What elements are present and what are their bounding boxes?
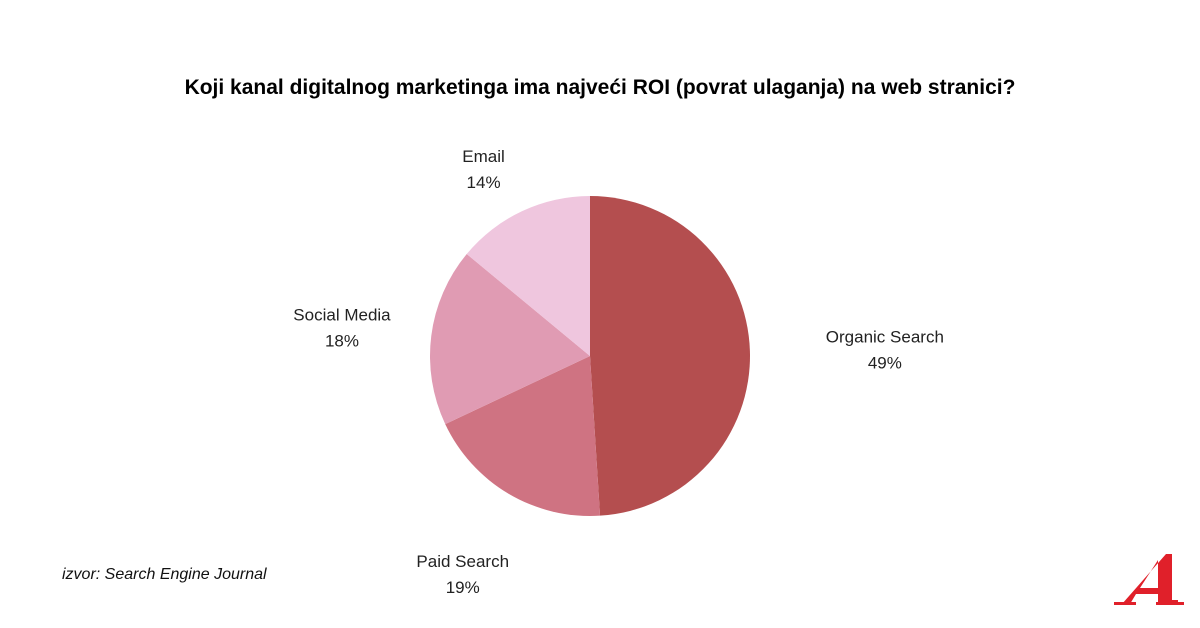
pie-slice-paid-search [445, 356, 601, 516]
slice-name-label: Social Media [293, 306, 391, 325]
slice-name-label: Email [462, 147, 505, 166]
slice-value-label: 49% [868, 354, 902, 373]
source-note: izvor: Search Engine Journal [62, 566, 267, 583]
pie-slice-email [466, 196, 590, 356]
slice-name-label: Organic Search [826, 328, 944, 347]
pie-slice-social-media [429, 254, 590, 425]
slice-value-label: 14% [467, 173, 501, 192]
slice-name-label: Paid Search [416, 552, 509, 571]
slice-value-label: 18% [325, 332, 359, 351]
chart-title: Koji kanal digitalnog marketinga ima naj… [184, 76, 1016, 99]
pie-slice-organic-search [590, 196, 750, 516]
slice-value-label: 19% [446, 578, 480, 597]
brand-logo-icon [1114, 554, 1184, 605]
